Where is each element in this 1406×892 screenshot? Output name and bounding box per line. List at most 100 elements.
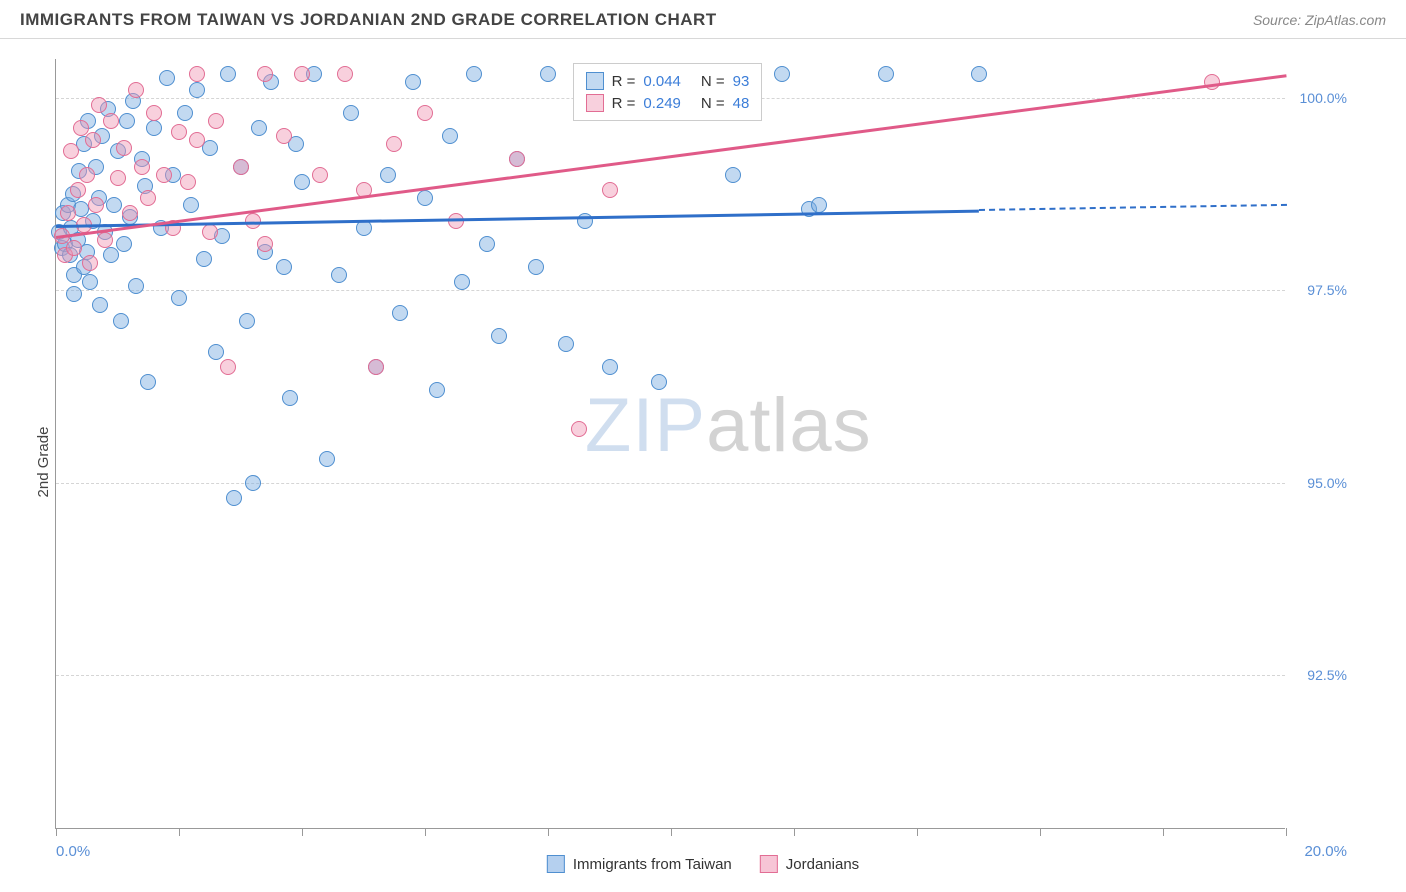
data-point bbox=[189, 66, 205, 82]
data-point bbox=[116, 140, 132, 156]
x-tick bbox=[56, 828, 57, 836]
legend-swatch bbox=[760, 855, 778, 873]
x-label-max: 20.0% bbox=[1304, 843, 1347, 860]
data-point bbox=[79, 167, 95, 183]
data-point bbox=[405, 74, 421, 90]
data-point bbox=[774, 66, 790, 82]
stats-r-value: 0.044 bbox=[643, 73, 681, 90]
data-point bbox=[454, 274, 470, 290]
x-tick bbox=[917, 828, 918, 836]
trend-line bbox=[978, 204, 1286, 211]
x-tick bbox=[1163, 828, 1164, 836]
gridline bbox=[56, 290, 1285, 291]
data-point bbox=[119, 113, 135, 129]
data-point bbox=[85, 132, 101, 148]
data-point bbox=[146, 105, 162, 121]
data-point bbox=[91, 97, 107, 113]
data-point bbox=[319, 451, 335, 467]
data-point bbox=[878, 66, 894, 82]
gridline bbox=[56, 675, 1285, 676]
data-point bbox=[1204, 74, 1220, 90]
data-point bbox=[294, 174, 310, 190]
data-point bbox=[220, 66, 236, 82]
watermark: ZIPatlas bbox=[585, 382, 872, 469]
data-point bbox=[491, 328, 507, 344]
stats-n-label: N = bbox=[701, 73, 725, 90]
gridline bbox=[56, 483, 1285, 484]
data-point bbox=[276, 128, 292, 144]
chart-title: IMMIGRANTS FROM TAIWAN VS JORDANIAN 2ND … bbox=[20, 10, 717, 30]
chart-header: IMMIGRANTS FROM TAIWAN VS JORDANIAN 2ND … bbox=[0, 0, 1406, 39]
data-point bbox=[156, 167, 172, 183]
data-point bbox=[971, 66, 987, 82]
legend-item: Jordanians bbox=[760, 855, 859, 873]
data-point bbox=[257, 66, 273, 82]
data-point bbox=[110, 170, 126, 186]
data-point bbox=[171, 290, 187, 306]
data-point bbox=[528, 259, 544, 275]
x-tick bbox=[794, 828, 795, 836]
data-point bbox=[171, 124, 187, 140]
data-point bbox=[106, 197, 122, 213]
data-point bbox=[602, 182, 618, 198]
data-point bbox=[442, 128, 458, 144]
data-point bbox=[140, 190, 156, 206]
x-tick bbox=[671, 828, 672, 836]
data-point bbox=[220, 359, 236, 375]
x-tick bbox=[1286, 828, 1287, 836]
data-point bbox=[540, 66, 556, 82]
data-point bbox=[392, 305, 408, 321]
data-point bbox=[337, 66, 353, 82]
data-point bbox=[368, 359, 384, 375]
stats-r-value: 0.249 bbox=[643, 95, 681, 112]
stats-row: R = 0.044N = 93 bbox=[586, 70, 750, 92]
x-tick bbox=[1040, 828, 1041, 836]
data-point bbox=[183, 197, 199, 213]
data-point bbox=[97, 232, 113, 248]
data-point bbox=[208, 113, 224, 129]
y-tick-label: 92.5% bbox=[1307, 667, 1347, 683]
data-point bbox=[245, 475, 261, 491]
data-point bbox=[103, 113, 119, 129]
data-point bbox=[417, 105, 433, 121]
x-tick bbox=[425, 828, 426, 836]
data-point bbox=[312, 167, 328, 183]
y-tick-label: 95.0% bbox=[1307, 475, 1347, 491]
data-point bbox=[92, 297, 108, 313]
data-point bbox=[811, 197, 827, 213]
legend-swatch bbox=[586, 94, 604, 112]
data-point bbox=[651, 374, 667, 390]
data-point bbox=[103, 247, 119, 263]
data-point bbox=[294, 66, 310, 82]
stats-n-value: 93 bbox=[733, 73, 750, 90]
stats-r-label: R = bbox=[612, 95, 636, 112]
data-point bbox=[122, 205, 138, 221]
data-point bbox=[63, 143, 79, 159]
data-point bbox=[82, 255, 98, 271]
data-point bbox=[208, 344, 224, 360]
data-point bbox=[257, 236, 273, 252]
data-point bbox=[282, 390, 298, 406]
data-point bbox=[466, 66, 482, 82]
data-point bbox=[429, 382, 445, 398]
chart-wrapper: 2nd Grade 92.5%95.0%97.5%100.0%0.0%20.0%… bbox=[0, 39, 1406, 885]
data-point bbox=[128, 82, 144, 98]
data-point bbox=[202, 224, 218, 240]
data-point bbox=[239, 313, 255, 329]
data-point bbox=[571, 421, 587, 437]
stats-n-value: 48 bbox=[733, 95, 750, 112]
data-point bbox=[66, 286, 82, 302]
stats-n-label: N = bbox=[701, 95, 725, 112]
data-point bbox=[479, 236, 495, 252]
data-point bbox=[251, 120, 267, 136]
data-point bbox=[60, 205, 76, 221]
data-point bbox=[128, 278, 144, 294]
stats-box: R = 0.044N = 93R = 0.249N = 48 bbox=[573, 63, 763, 121]
legend-label: Immigrants from Taiwan bbox=[573, 856, 732, 873]
y-tick-label: 100.0% bbox=[1300, 90, 1347, 106]
chart-source: Source: ZipAtlas.com bbox=[1253, 12, 1386, 28]
data-point bbox=[558, 336, 574, 352]
plot-area: 92.5%95.0%97.5%100.0%0.0%20.0%ZIPatlasR … bbox=[55, 59, 1285, 829]
data-point bbox=[177, 105, 193, 121]
data-point bbox=[113, 313, 129, 329]
